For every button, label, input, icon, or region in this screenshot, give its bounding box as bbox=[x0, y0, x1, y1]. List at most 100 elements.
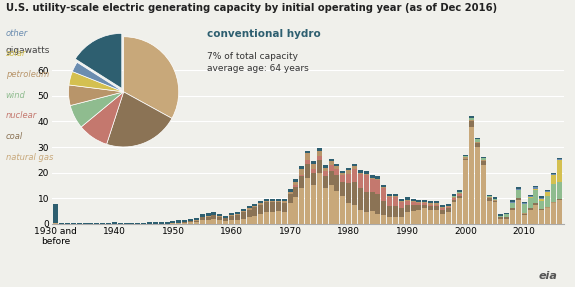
Bar bbox=[516, 187, 521, 189]
Bar bbox=[182, 220, 187, 222]
Bar bbox=[217, 216, 223, 217]
Bar bbox=[364, 192, 369, 212]
Bar bbox=[451, 199, 457, 202]
Bar bbox=[387, 196, 392, 197]
Bar bbox=[235, 220, 240, 224]
Bar bbox=[522, 202, 527, 203]
Bar bbox=[182, 222, 187, 223]
Text: coal: coal bbox=[6, 132, 23, 141]
Bar bbox=[223, 218, 228, 221]
Bar bbox=[411, 201, 416, 202]
Bar bbox=[241, 219, 246, 224]
Bar bbox=[434, 206, 439, 210]
Bar bbox=[446, 204, 451, 206]
Bar bbox=[393, 218, 398, 224]
Bar bbox=[323, 166, 328, 168]
Bar bbox=[486, 198, 492, 201]
Bar bbox=[247, 218, 251, 224]
Bar bbox=[328, 185, 334, 224]
Bar bbox=[481, 160, 486, 161]
Bar bbox=[212, 215, 216, 216]
Bar bbox=[235, 215, 240, 220]
Bar bbox=[352, 166, 357, 169]
Bar bbox=[534, 203, 538, 205]
Bar bbox=[457, 196, 462, 198]
Bar bbox=[311, 169, 316, 173]
Bar bbox=[399, 218, 404, 224]
Bar bbox=[457, 198, 462, 224]
Bar bbox=[235, 214, 240, 215]
Bar bbox=[499, 216, 503, 217]
Bar bbox=[510, 208, 515, 210]
Bar bbox=[528, 198, 532, 208]
Text: nuclear: nuclear bbox=[6, 111, 37, 120]
Bar bbox=[545, 208, 550, 224]
Bar bbox=[387, 197, 392, 206]
Bar bbox=[475, 142, 480, 143]
Bar bbox=[534, 190, 538, 203]
Bar bbox=[335, 164, 339, 166]
Bar bbox=[504, 217, 509, 218]
Bar bbox=[375, 194, 381, 214]
Bar bbox=[335, 175, 339, 191]
Bar bbox=[352, 182, 357, 205]
Bar bbox=[182, 223, 187, 224]
Bar bbox=[522, 204, 527, 213]
Bar bbox=[446, 208, 451, 212]
Bar bbox=[364, 175, 369, 192]
Bar bbox=[170, 223, 175, 224]
Bar bbox=[206, 220, 210, 224]
Bar bbox=[504, 218, 509, 219]
Text: U.S. utility-scale electric generating capacity by initial operating year (as of: U.S. utility-scale electric generating c… bbox=[6, 3, 497, 13]
Bar bbox=[381, 188, 386, 201]
Bar bbox=[440, 208, 445, 210]
Bar bbox=[522, 213, 527, 214]
Bar bbox=[352, 164, 357, 166]
Bar bbox=[352, 169, 357, 182]
Bar bbox=[411, 199, 416, 201]
Bar bbox=[481, 161, 486, 165]
Bar bbox=[475, 147, 480, 224]
Bar bbox=[399, 201, 404, 202]
Bar bbox=[375, 180, 381, 194]
Bar bbox=[328, 165, 334, 171]
Bar bbox=[440, 210, 445, 214]
Bar bbox=[282, 212, 287, 224]
Bar bbox=[393, 194, 398, 196]
Bar bbox=[340, 173, 345, 175]
Bar bbox=[188, 222, 193, 224]
Bar bbox=[499, 218, 503, 219]
Bar bbox=[258, 201, 263, 203]
Bar bbox=[141, 223, 146, 224]
Bar bbox=[428, 210, 433, 224]
Bar bbox=[440, 214, 445, 224]
Bar bbox=[247, 206, 251, 208]
Bar bbox=[317, 173, 322, 224]
Bar bbox=[89, 223, 94, 224]
Bar bbox=[387, 194, 392, 196]
Bar bbox=[100, 223, 105, 224]
Bar bbox=[370, 192, 374, 211]
Bar bbox=[346, 168, 351, 170]
Bar bbox=[293, 179, 298, 182]
Bar bbox=[405, 197, 409, 199]
Bar bbox=[434, 205, 439, 206]
Bar bbox=[428, 201, 433, 203]
Bar bbox=[370, 211, 374, 224]
Bar bbox=[422, 205, 427, 208]
Bar bbox=[364, 171, 369, 174]
Bar bbox=[393, 197, 398, 206]
Bar bbox=[375, 214, 381, 224]
Bar bbox=[340, 170, 345, 173]
Bar bbox=[545, 192, 550, 196]
Bar bbox=[416, 200, 421, 202]
Bar bbox=[534, 189, 538, 190]
Bar bbox=[428, 205, 433, 206]
Bar bbox=[282, 201, 287, 203]
Bar bbox=[53, 204, 58, 223]
Bar bbox=[323, 188, 328, 224]
Bar bbox=[241, 212, 246, 219]
Bar bbox=[206, 213, 210, 216]
Bar bbox=[370, 178, 374, 179]
Bar bbox=[463, 160, 468, 224]
